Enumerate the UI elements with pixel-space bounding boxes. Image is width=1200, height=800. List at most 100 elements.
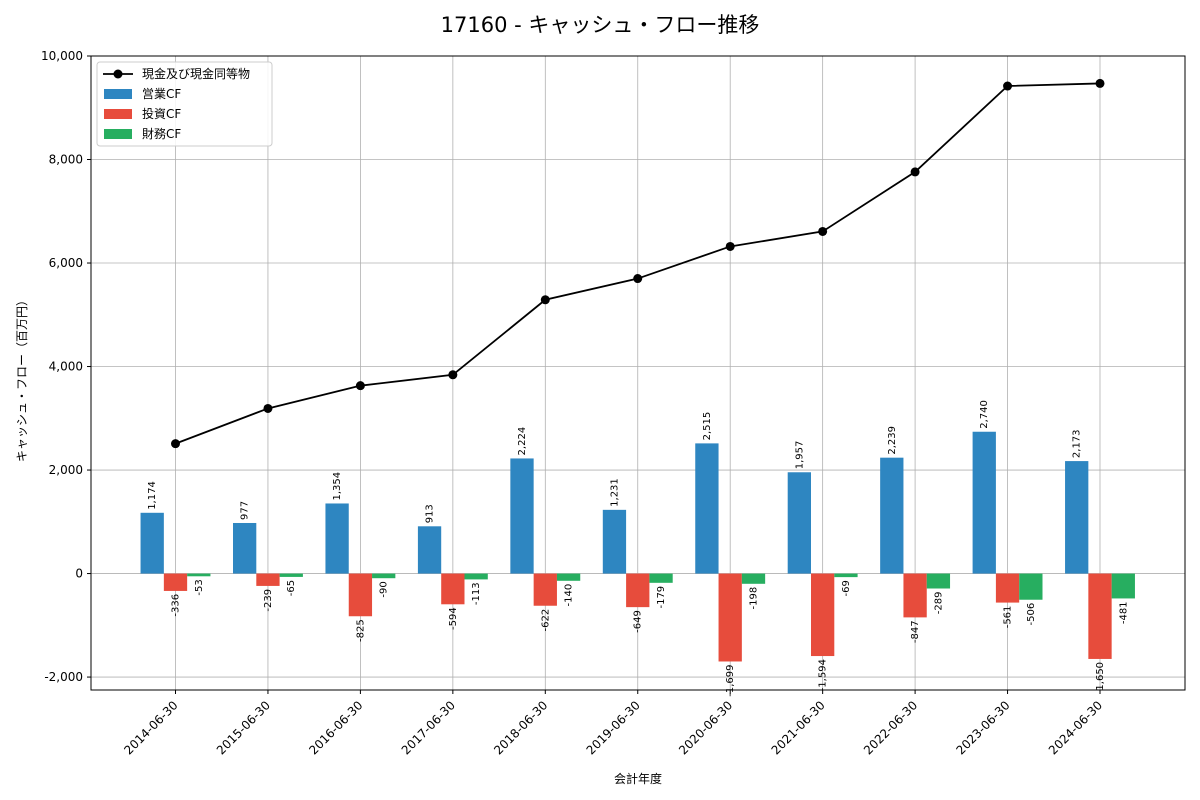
bar-operating	[695, 443, 719, 574]
bar-operating	[787, 472, 811, 574]
bar-investing	[718, 573, 742, 662]
y-tick-label: 2,000	[49, 463, 83, 477]
legend-bar-swatch	[104, 89, 132, 99]
cash-line-point	[171, 439, 180, 449]
cash-line-point	[910, 167, 920, 177]
legend-bar-swatch	[104, 129, 132, 139]
axes: -2,000 0 2,000 4,000 6,000 8,000 10,000 2014-06…	[41, 49, 1105, 757]
cash-line-point	[355, 381, 365, 391]
cash-line-point	[818, 226, 828, 236]
cash-line-point	[540, 295, 550, 305]
bar-operating	[972, 431, 996, 574]
cash-line-point	[633, 274, 643, 284]
y-axis-label: キャッシュ・フロー（百万円）	[15, 294, 29, 462]
bar-value-label: -481	[1118, 601, 1129, 624]
y-tick-label: 10,000	[41, 49, 83, 63]
bar-financing	[741, 573, 766, 584]
x-tick-label: 2015-06-30	[214, 698, 273, 757]
bar-investing	[256, 573, 280, 586]
bar-value-label: -649	[633, 610, 644, 633]
x-tick-label: 2020-06-30	[676, 698, 735, 757]
y-tick-label: -2,000	[44, 670, 83, 684]
bar-value-label: 1,957	[794, 441, 805, 470]
cash-line-point	[448, 370, 458, 380]
legend-box	[96, 61, 273, 147]
bar-value-label: -847	[910, 620, 921, 643]
bar-value-label: 913	[425, 504, 436, 523]
x-tick-label: 2022-06-30	[861, 698, 920, 757]
legend-label: 投資CF	[142, 106, 181, 121]
bar-investing	[626, 573, 650, 608]
bar-value-label: -113	[471, 582, 482, 605]
bar-investing	[811, 573, 835, 657]
bar-value-label: -289	[933, 592, 944, 615]
bar-value-label: -1,594	[818, 659, 829, 691]
legend-bar-swatch	[104, 109, 132, 119]
bar-financing	[926, 573, 951, 589]
bar-operating	[602, 509, 627, 574]
bar-operating	[417, 526, 442, 574]
bar-financing	[649, 573, 673, 583]
bar-operating	[140, 512, 164, 574]
cash-line	[171, 78, 1105, 449]
bar-value-label: -69	[841, 580, 852, 596]
bar-financing	[187, 573, 211, 577]
bar-financing	[279, 573, 303, 577]
x-axis-label: 会計年度	[614, 771, 662, 786]
bar-financing	[372, 573, 396, 579]
legend-label: 現金及び現金同等物	[142, 66, 250, 81]
bar-value-label: 1,174	[147, 481, 158, 510]
legend-label: 財務CF	[142, 126, 181, 141]
bar-investing	[163, 573, 188, 591]
bar-financing	[556, 573, 581, 581]
bar-value-label: -594	[448, 607, 459, 630]
y-tick-label: 4,000	[49, 360, 83, 374]
x-tick-label: 2021-06-30	[769, 698, 828, 757]
legend-line-marker	[113, 69, 123, 79]
bar-value-label: 977	[240, 501, 251, 520]
bar-value-label: -825	[355, 619, 366, 642]
bar-value-label: 1,354	[332, 472, 343, 501]
bar-value-label: -1,699	[725, 664, 736, 696]
bar-investing	[533, 573, 557, 606]
bar-value-label: -140	[564, 584, 575, 607]
x-tick-label: 2016-06-30	[306, 698, 365, 757]
cash-line-point	[1003, 81, 1013, 91]
bar-financing	[464, 573, 488, 580]
value-labels: 1,174 977 1,354 913 2,224 1,231 2,515 1,957 2,23…	[147, 400, 1129, 697]
legend-label: 営業CF	[142, 87, 181, 101]
x-tick-label: 2023-06-30	[953, 698, 1012, 757]
bar-value-label: -336	[171, 594, 182, 617]
bar-investing	[1088, 573, 1112, 659]
bar-value-label: 2,239	[887, 426, 898, 455]
bar-operating	[1065, 461, 1089, 574]
bar-financing	[1019, 573, 1043, 600]
x-tick-label: 2018-06-30	[491, 698, 550, 757]
bar-financing	[834, 573, 858, 578]
x-tick-label: 2024-06-30	[1046, 698, 1105, 757]
cash-line-point	[1095, 78, 1105, 88]
bar-value-label: 2,740	[979, 400, 990, 429]
bar-investing	[441, 573, 465, 605]
bar-value-label: 2,515	[702, 412, 713, 441]
bar-value-label: -53	[194, 579, 205, 595]
bar-value-label: -622	[540, 609, 551, 632]
bar-investing	[903, 573, 927, 618]
cash-line-point	[263, 403, 273, 413]
bar-value-label: -239	[263, 589, 274, 612]
bar-financing	[1111, 573, 1135, 599]
bar-investing	[995, 573, 1020, 603]
x-tick-label: 2014-06-30	[121, 698, 180, 757]
cash-line-point	[725, 241, 735, 251]
bar-value-label: -506	[1026, 603, 1037, 626]
bar-value-label: 2,173	[1072, 429, 1083, 458]
bar-value-label: -1,650	[1095, 662, 1106, 694]
bar-value-label: -198	[749, 587, 760, 610]
x-tick-label: 2017-06-30	[399, 698, 458, 757]
x-tick-label: 2019-06-30	[584, 698, 643, 757]
y-tick-label: 0	[75, 567, 83, 581]
chart-title: 17160 - キャッシュ・フロー推移	[441, 13, 760, 37]
bar-value-label: -65	[286, 580, 297, 596]
